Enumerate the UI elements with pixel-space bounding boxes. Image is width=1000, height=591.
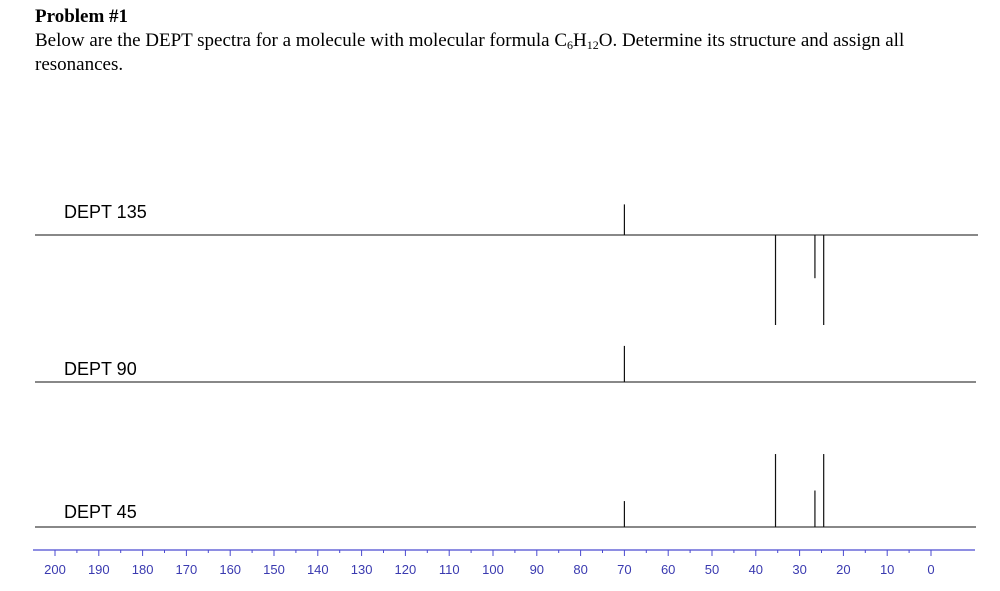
x-tick-label: 120 [395, 562, 417, 577]
x-tick-label: 60 [661, 562, 675, 577]
x-tick-label: 130 [351, 562, 373, 577]
x-tick-label: 190 [88, 562, 110, 577]
formula-c-count: 6 [567, 38, 573, 52]
problem-text-after: O. Determine its structure and assign al… [35, 30, 905, 75]
x-tick-label: 40 [749, 562, 763, 577]
x-tick-label: 140 [307, 562, 329, 577]
problem-text: Below are the DEPT spectra for a molecul… [35, 29, 985, 77]
x-tick-label: 80 [573, 562, 587, 577]
formula-h: H [573, 30, 587, 51]
x-tick-label: 10 [880, 562, 894, 577]
dept-45-label: DEPT 45 [64, 502, 137, 522]
x-tick-label: 150 [263, 562, 285, 577]
x-tick-label: 70 [617, 562, 631, 577]
problem-statement: Problem #1 Below are the DEPT spectra fo… [35, 5, 985, 77]
x-tick-label: 110 [439, 562, 460, 577]
x-tick-label: 170 [176, 562, 198, 577]
problem-text-before: Below are the DEPT spectra for a molecul… [35, 30, 567, 51]
x-tick-label: 180 [132, 562, 154, 577]
dept-90-label: DEPT 90 [64, 359, 137, 379]
problem-title: Problem #1 [35, 6, 129, 27]
x-tick-label: 20 [836, 562, 850, 577]
x-tick-label: 200 [44, 562, 66, 577]
x-tick-label: 160 [219, 562, 241, 577]
dept-135-label: DEPT 135 [64, 202, 147, 222]
x-tick-label: 90 [530, 562, 544, 577]
x-tick-label: 30 [792, 562, 806, 577]
formula-h-count: 12 [586, 38, 599, 52]
x-tick-label: 100 [482, 562, 504, 577]
x-tick-label: 50 [705, 562, 719, 577]
x-tick-label: 0 [927, 562, 934, 577]
